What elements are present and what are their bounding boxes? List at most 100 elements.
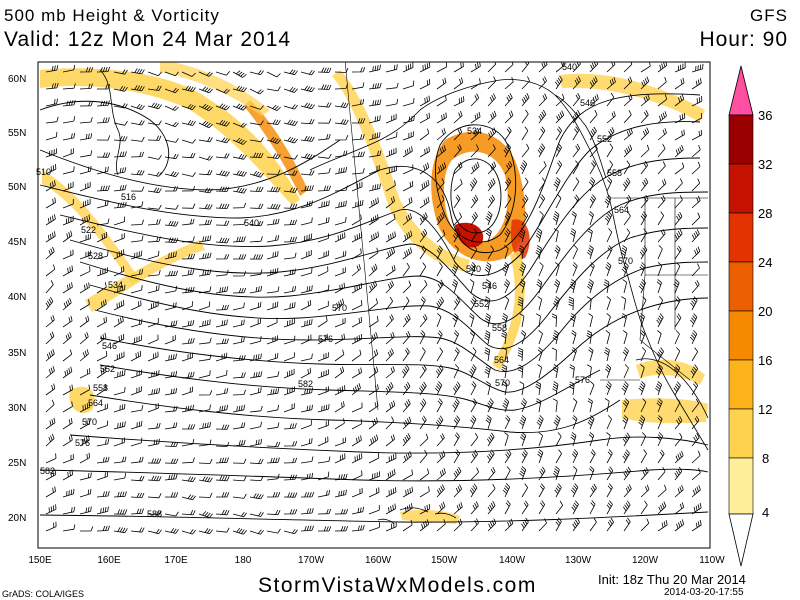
wind-barb xyxy=(96,438,110,447)
wind-barb xyxy=(674,484,684,498)
wind-barb xyxy=(130,405,144,413)
wind-barb xyxy=(538,109,547,124)
wind-barb xyxy=(572,466,578,481)
wind-barb xyxy=(674,77,685,90)
wind-barb xyxy=(317,404,330,413)
contour-label: 516 xyxy=(121,192,136,202)
wind-barb xyxy=(45,469,57,481)
wind-barb xyxy=(215,352,228,362)
wind-barb xyxy=(419,519,430,532)
wind-barb xyxy=(606,296,611,311)
wind-barb xyxy=(266,218,280,226)
wind-barb xyxy=(640,296,647,311)
wind-barb xyxy=(198,354,212,362)
wind-barb xyxy=(318,526,332,532)
wind-barb xyxy=(317,369,329,379)
wind-barb xyxy=(45,433,55,447)
wind-barb xyxy=(640,160,649,175)
wind-barb xyxy=(436,450,446,464)
wind-barb xyxy=(181,476,196,483)
wind-barb xyxy=(436,62,448,73)
wind-barb xyxy=(351,367,362,379)
wind-barb xyxy=(147,387,161,396)
lon-label: 160E xyxy=(97,555,121,566)
wind-barb xyxy=(538,177,546,192)
wind-barb xyxy=(555,126,563,141)
wind-barb xyxy=(181,301,193,311)
wind-barb xyxy=(62,148,74,158)
wind-barb xyxy=(147,351,159,362)
wind-barb xyxy=(79,266,91,277)
wind-barb xyxy=(96,135,111,141)
colorbar-label: 4 xyxy=(762,505,769,520)
wind-barb xyxy=(640,211,647,226)
wind-barb xyxy=(334,298,345,311)
wind-barb xyxy=(266,267,279,277)
wind-barb xyxy=(470,518,479,532)
wind-barb xyxy=(317,84,332,90)
wind-barb xyxy=(385,331,395,345)
contour-label: 576 xyxy=(318,334,333,344)
wind-barb xyxy=(79,233,92,243)
wind-barb xyxy=(569,364,575,379)
wind-barb xyxy=(198,301,211,311)
wind-barb xyxy=(283,528,298,535)
wind-barb xyxy=(589,449,596,464)
wind-barb xyxy=(517,347,524,362)
wind-barb xyxy=(586,364,592,379)
wind-barb xyxy=(385,147,397,158)
wind-barb xyxy=(691,113,703,124)
wind-barb xyxy=(300,420,312,430)
wind-barb xyxy=(691,263,700,277)
wind-barb xyxy=(639,313,645,328)
wind-barb xyxy=(521,517,529,532)
wind-barb xyxy=(182,424,196,430)
wind-barb xyxy=(45,366,55,379)
wind-barb xyxy=(130,475,145,482)
wind-barb xyxy=(504,76,514,90)
wind-barb xyxy=(368,115,381,124)
wind-barb xyxy=(385,247,396,260)
wind-barb xyxy=(283,441,298,447)
wind-barb xyxy=(283,252,297,260)
wind-barb xyxy=(249,475,264,481)
wind-barb xyxy=(198,390,213,396)
wind-barb xyxy=(334,67,349,73)
wind-barb xyxy=(623,364,629,379)
wind-barb xyxy=(113,300,125,311)
colorbar-label: 12 xyxy=(758,402,772,417)
wind-barb xyxy=(622,347,629,362)
wind-barb xyxy=(691,347,699,362)
wind-barb xyxy=(538,330,543,345)
contour-label: 528 xyxy=(88,251,103,261)
wind-barb xyxy=(351,214,362,226)
wind-barb xyxy=(588,211,594,226)
wind-barb xyxy=(484,313,491,328)
wind-barb xyxy=(555,160,563,175)
wind-barb xyxy=(621,313,627,328)
wind-barb xyxy=(519,466,527,481)
contour-label: 576 xyxy=(75,438,90,448)
wind-barb xyxy=(249,254,264,260)
wind-barb xyxy=(402,331,411,345)
wind-barb xyxy=(351,333,363,345)
wind-barb xyxy=(470,228,478,243)
wind-barb xyxy=(352,118,366,124)
wind-barb xyxy=(198,286,212,294)
wind-barb xyxy=(538,262,544,277)
wind-barb xyxy=(368,434,379,447)
wind-barb xyxy=(453,502,463,515)
wind-barb xyxy=(419,364,427,379)
wind-barb xyxy=(283,236,297,243)
wind-barb xyxy=(147,475,162,482)
wind-barb xyxy=(317,316,328,328)
wind-barb xyxy=(368,452,380,464)
wind-barb xyxy=(181,85,196,92)
colorbar-swatch xyxy=(728,163,754,214)
wind-barb xyxy=(62,454,74,464)
wind-barb xyxy=(638,415,646,430)
wind-barb xyxy=(317,352,329,362)
wind-barb xyxy=(283,302,296,311)
wind-barb xyxy=(45,521,57,532)
wind-barb xyxy=(691,178,701,192)
